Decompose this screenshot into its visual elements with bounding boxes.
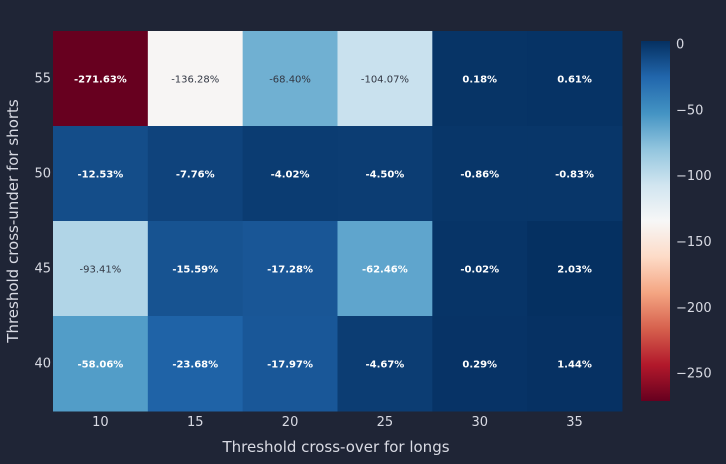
heatmap-cell <box>432 31 528 127</box>
heatmap-cell <box>53 126 149 222</box>
colorbar-tick-label: −100 <box>676 169 712 184</box>
cell-value-label: 1.44% <box>557 360 592 371</box>
heatmap-cell <box>147 31 244 127</box>
heatmap-cell <box>53 316 149 412</box>
cell-value-label: -271.63% <box>74 75 127 86</box>
cell-value-label: -12.53% <box>78 170 124 181</box>
cell-value-label: 2.03% <box>557 265 592 276</box>
heatmap-cell <box>432 316 528 412</box>
cell-value-label: -93.41% <box>80 265 122 276</box>
heatmap-cell <box>337 221 433 317</box>
cell-value-label: -58.06% <box>78 360 124 371</box>
heatmap-cell <box>242 126 338 222</box>
y-tick-label: 50 <box>34 167 51 182</box>
heatmap-cell <box>337 126 433 222</box>
cell-value-label: -62.46% <box>362 265 408 276</box>
colorbar <box>641 41 670 401</box>
y-axis-title: Threshold cross-under for shorts <box>4 99 22 344</box>
heatmap-cell <box>432 221 528 317</box>
cell-value-label: -15.59% <box>172 265 218 276</box>
cell-value-label: -23.68% <box>172 360 218 371</box>
heatmap-cell <box>147 221 244 317</box>
heatmap-cell <box>147 126 244 222</box>
cell-value-label: -0.83% <box>555 170 594 181</box>
heatmap-cell-labels: -271.63% -136.28% -68.40% -104.07% 0.18% 0.61… <box>74 75 594 371</box>
cell-value-label: -4.02% <box>271 170 310 181</box>
cell-value-label: 0.29% <box>462 360 497 371</box>
colorbar-ticks: 0 −50 −100 −150 −200 −250 <box>676 38 712 382</box>
cell-value-label: -17.28% <box>267 265 313 276</box>
heatmap-cell <box>527 316 623 412</box>
x-tick-label: 30 <box>471 415 488 430</box>
cell-value-label: -7.76% <box>176 170 215 181</box>
heatmap-cell <box>337 31 433 127</box>
x-axis-title: Threshold cross-over for longs <box>221 438 449 456</box>
x-tick-label: 10 <box>92 415 109 430</box>
x-tick-label: 35 <box>566 415 583 430</box>
cell-value-label: -104.07% <box>361 75 409 86</box>
cell-value-label: -136.28% <box>171 75 219 86</box>
x-tick-label: 25 <box>377 415 394 430</box>
heatmap-cell <box>337 316 433 412</box>
heatmap-cell <box>53 221 149 317</box>
cell-value-label: -4.67% <box>365 360 404 371</box>
cell-value-label: 0.18% <box>462 75 497 86</box>
y-axis-ticks: 55 50 45 40 <box>34 72 51 372</box>
cell-value-label: 0.61% <box>557 75 592 86</box>
cell-value-label: -68.40% <box>269 75 311 86</box>
cell-value-label: -0.86% <box>460 170 499 181</box>
colorbar-tick-label: −150 <box>676 235 712 250</box>
cell-value-label: -17.97% <box>267 360 313 371</box>
heatmap-cells <box>53 31 623 412</box>
y-tick-label: 55 <box>34 72 51 87</box>
colorbar-tick-label: −200 <box>676 301 712 316</box>
heatmap-cell <box>53 31 149 127</box>
colorbar-tick-label: −250 <box>676 367 712 382</box>
heatmap-cell <box>242 31 338 127</box>
heatmap-cell <box>242 221 338 317</box>
heatmap-cell <box>432 126 528 222</box>
cell-value-label: -0.02% <box>460 265 499 276</box>
heatmap-cell <box>527 31 623 127</box>
x-axis-ticks: 10 15 20 25 30 35 <box>92 415 583 430</box>
x-tick-label: 20 <box>282 415 299 430</box>
cell-value-label: -4.50% <box>365 170 404 181</box>
colorbar-tick-label: 0 <box>676 38 684 53</box>
heatmap-cell <box>147 316 244 412</box>
y-tick-label: 45 <box>34 262 51 277</box>
heatmap-cell <box>527 221 623 317</box>
heatmap-cell <box>242 316 338 412</box>
y-tick-label: 40 <box>34 357 51 372</box>
x-tick-label: 15 <box>187 415 204 430</box>
colorbar-tick-label: −50 <box>676 103 703 118</box>
heatmap-cell <box>527 126 623 222</box>
